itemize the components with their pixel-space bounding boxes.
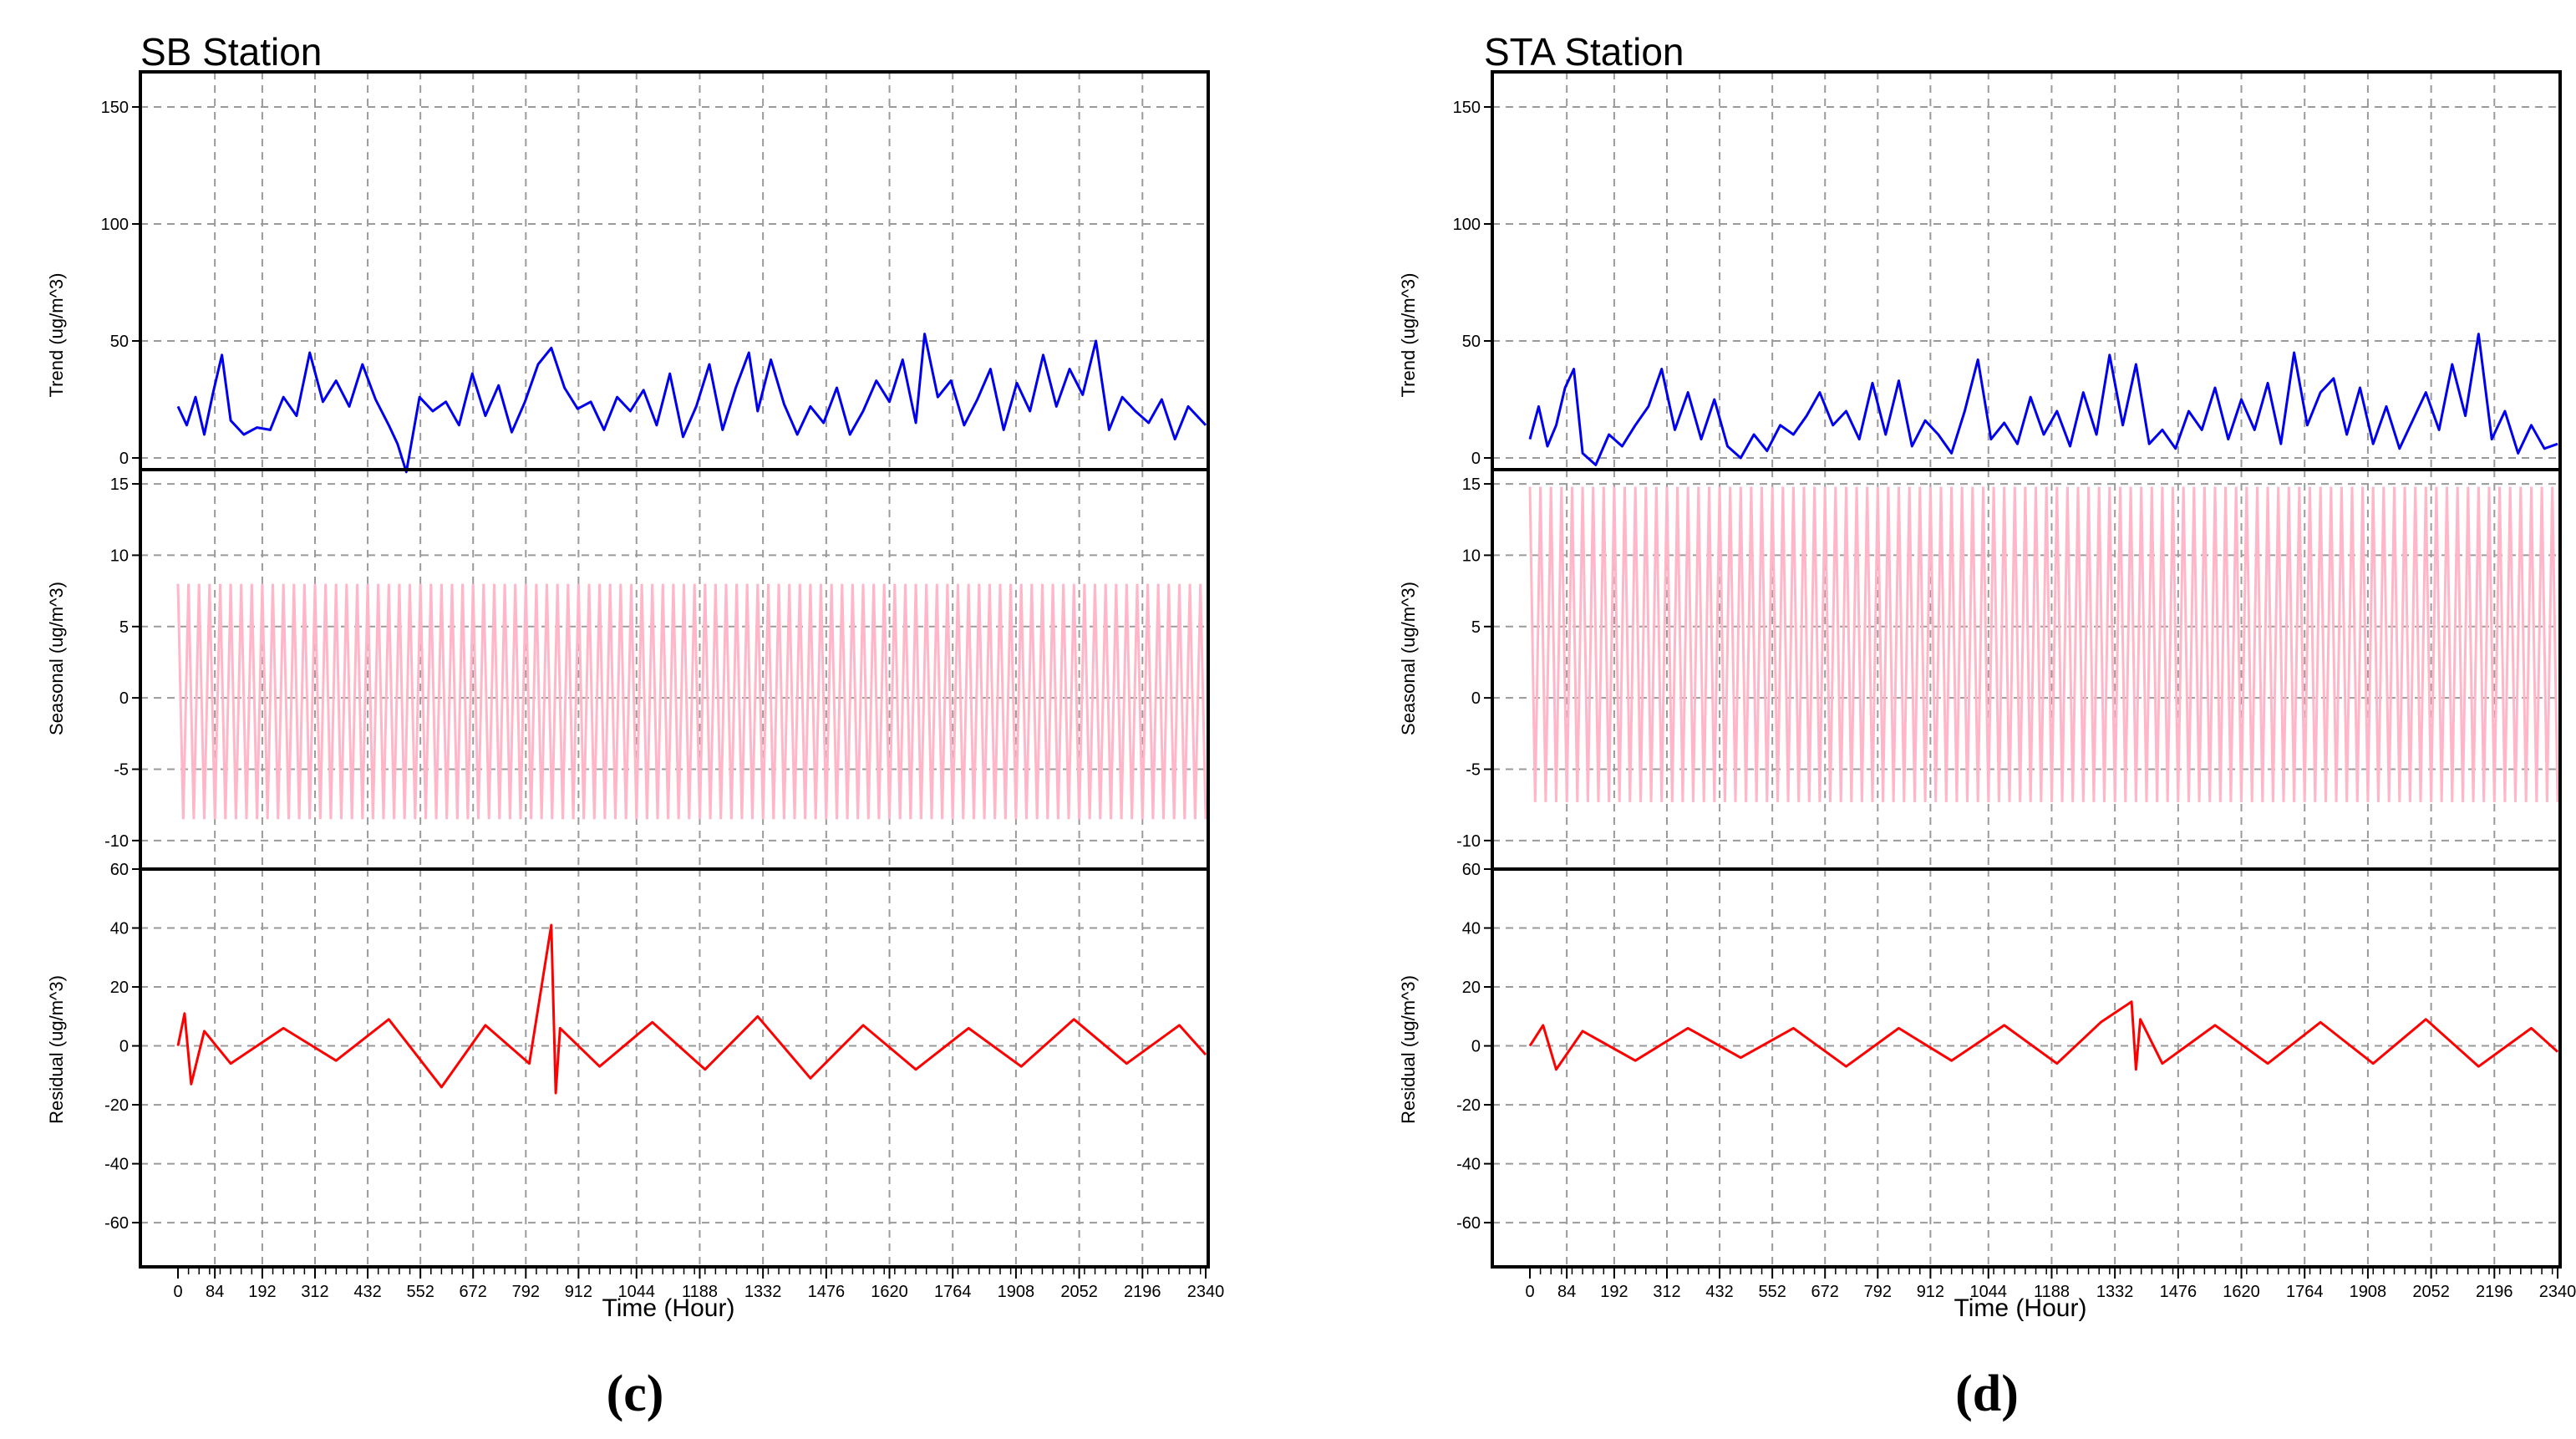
seasonal-series-line: [176, 583, 1207, 820]
y-tick-label: 0: [119, 1038, 129, 1056]
x-tick-label: 912: [1917, 1283, 1944, 1301]
x-tick-label: 1188: [682, 1283, 718, 1301]
x-tick-label: 2340: [2539, 1283, 2576, 1301]
y-axis-label-residual: Residual (ug/m^3): [46, 975, 67, 1124]
seasonal-series-line: [1528, 486, 2559, 802]
x-tick-label: 2052: [1060, 1283, 1098, 1301]
x-tick-label: 1764: [2286, 1283, 2324, 1301]
y-tick-label: 0: [119, 450, 129, 468]
x-tick-label: 84: [206, 1283, 224, 1301]
y-axis-label-trend: Trend (ug/m^3): [1398, 273, 1419, 398]
y-tick-label: 100: [101, 216, 129, 234]
x-tick-label: 1908: [2350, 1283, 2387, 1301]
x-tick-label: 1188: [2034, 1283, 2070, 1301]
y-tick-label: 20: [110, 979, 129, 997]
y-tick-label: -40: [1456, 1156, 1481, 1174]
y-tick-label: 0: [1471, 689, 1481, 708]
plot-frame: [139, 70, 1210, 1269]
x-tick-label: 1764: [934, 1283, 972, 1301]
x-tick-label: 2052: [2412, 1283, 2450, 1301]
y-tick-label: -5: [1466, 761, 1481, 780]
y-tick-label: -20: [104, 1096, 129, 1115]
y-axis-label-seasonal: Seasonal (ug/m^3): [46, 582, 67, 735]
y-tick-label: 0: [119, 689, 129, 708]
y-tick-label: 20: [1462, 979, 1481, 997]
x-tick-label: 2196: [1124, 1283, 1161, 1301]
y-tick-label: 15: [1462, 475, 1481, 494]
y-tick-label: 5: [119, 618, 129, 637]
y-tick-label: -60: [1456, 1214, 1481, 1233]
chart-panel-sb-station: SB Station (c) Time (Hour) Trend (ug/m^3…: [46, 30, 1224, 1422]
y-tick-label: 40: [110, 920, 129, 938]
x-tick-label: 312: [1653, 1283, 1680, 1301]
trend-series-line: [1528, 333, 2558, 466]
y-tick-label: 150: [101, 99, 129, 117]
chart-title: STA Station: [1484, 30, 1684, 74]
y-axis-label-residual: Residual (ug/m^3): [1398, 975, 1419, 1124]
x-tick-label: 1044: [618, 1283, 656, 1301]
x-tick-label: 84: [1557, 1283, 1576, 1301]
x-tick-label: 1908: [998, 1283, 1035, 1301]
y-axis-label-trend: Trend (ug/m^3): [46, 273, 67, 398]
panel-caption: (d): [1955, 1365, 2019, 1422]
residual-series-line: [1528, 1000, 2559, 1071]
y-tick-label: 10: [110, 547, 129, 565]
y-tick-label: -20: [1456, 1096, 1481, 1115]
x-tick-label: 2196: [2476, 1283, 2513, 1301]
y-tick-label: 15: [110, 475, 129, 494]
x-tick-label: 1332: [2096, 1283, 2134, 1301]
plot-frame: [1491, 70, 2562, 1269]
trend-series-line: [176, 333, 1207, 474]
y-tick-label: 0: [1471, 1038, 1481, 1056]
x-tick-label: 1476: [808, 1283, 846, 1301]
x-axis-label: Time (Hour): [1954, 1294, 2087, 1322]
chart-panel-sta-station: STA Station (d) Time (Hour) Trend (ug/m^…: [1398, 30, 2576, 1422]
residual-series-line: [176, 923, 1207, 1095]
x-tick-label: 672: [1811, 1283, 1839, 1301]
x-tick-label: 312: [301, 1283, 328, 1301]
x-tick-label: 1620: [2223, 1283, 2260, 1301]
x-axis-label: Time (Hour): [602, 1294, 735, 1322]
y-tick-label: -10: [104, 832, 129, 851]
y-tick-label: 40: [1462, 920, 1481, 938]
x-tick-label: 192: [248, 1283, 276, 1301]
x-tick-label: 552: [406, 1283, 434, 1301]
x-tick-label: 672: [460, 1283, 487, 1301]
x-tick-label: 1332: [744, 1283, 782, 1301]
x-tick-label: 0: [173, 1283, 182, 1301]
y-axis-label-seasonal: Seasonal (ug/m^3): [1398, 582, 1419, 735]
y-tick-label: 50: [1462, 333, 1481, 351]
y-tick-label: -60: [104, 1214, 129, 1233]
chart-title: SB Station: [140, 30, 322, 74]
y-tick-label: 100: [1453, 216, 1481, 234]
y-tick-label: 60: [110, 861, 129, 879]
x-tick-label: 552: [1758, 1283, 1786, 1301]
x-tick-label: 792: [1864, 1283, 1892, 1301]
x-tick-label: 432: [1705, 1283, 1733, 1301]
y-tick-label: -5: [114, 761, 129, 780]
y-tick-label: 5: [1471, 618, 1481, 637]
y-tick-label: 0: [1471, 450, 1481, 468]
y-tick-label: 50: [110, 333, 129, 351]
x-tick-label: 192: [1600, 1283, 1628, 1301]
y-tick-label: -40: [104, 1156, 129, 1174]
y-tick-label: -10: [1456, 832, 1481, 851]
panel-caption: (c): [607, 1365, 664, 1422]
x-tick-label: 0: [1525, 1283, 1534, 1301]
x-tick-label: 432: [353, 1283, 381, 1301]
x-tick-label: 2340: [1187, 1283, 1225, 1301]
y-tick-label: 150: [1453, 99, 1481, 117]
x-tick-label: 792: [512, 1283, 540, 1301]
x-tick-label: 1044: [1970, 1283, 2008, 1301]
y-tick-label: 60: [1462, 861, 1481, 879]
x-tick-label: 1620: [871, 1283, 908, 1301]
x-tick-label: 912: [565, 1283, 592, 1301]
x-tick-label: 1476: [2160, 1283, 2197, 1301]
y-tick-label: 10: [1462, 547, 1481, 565]
